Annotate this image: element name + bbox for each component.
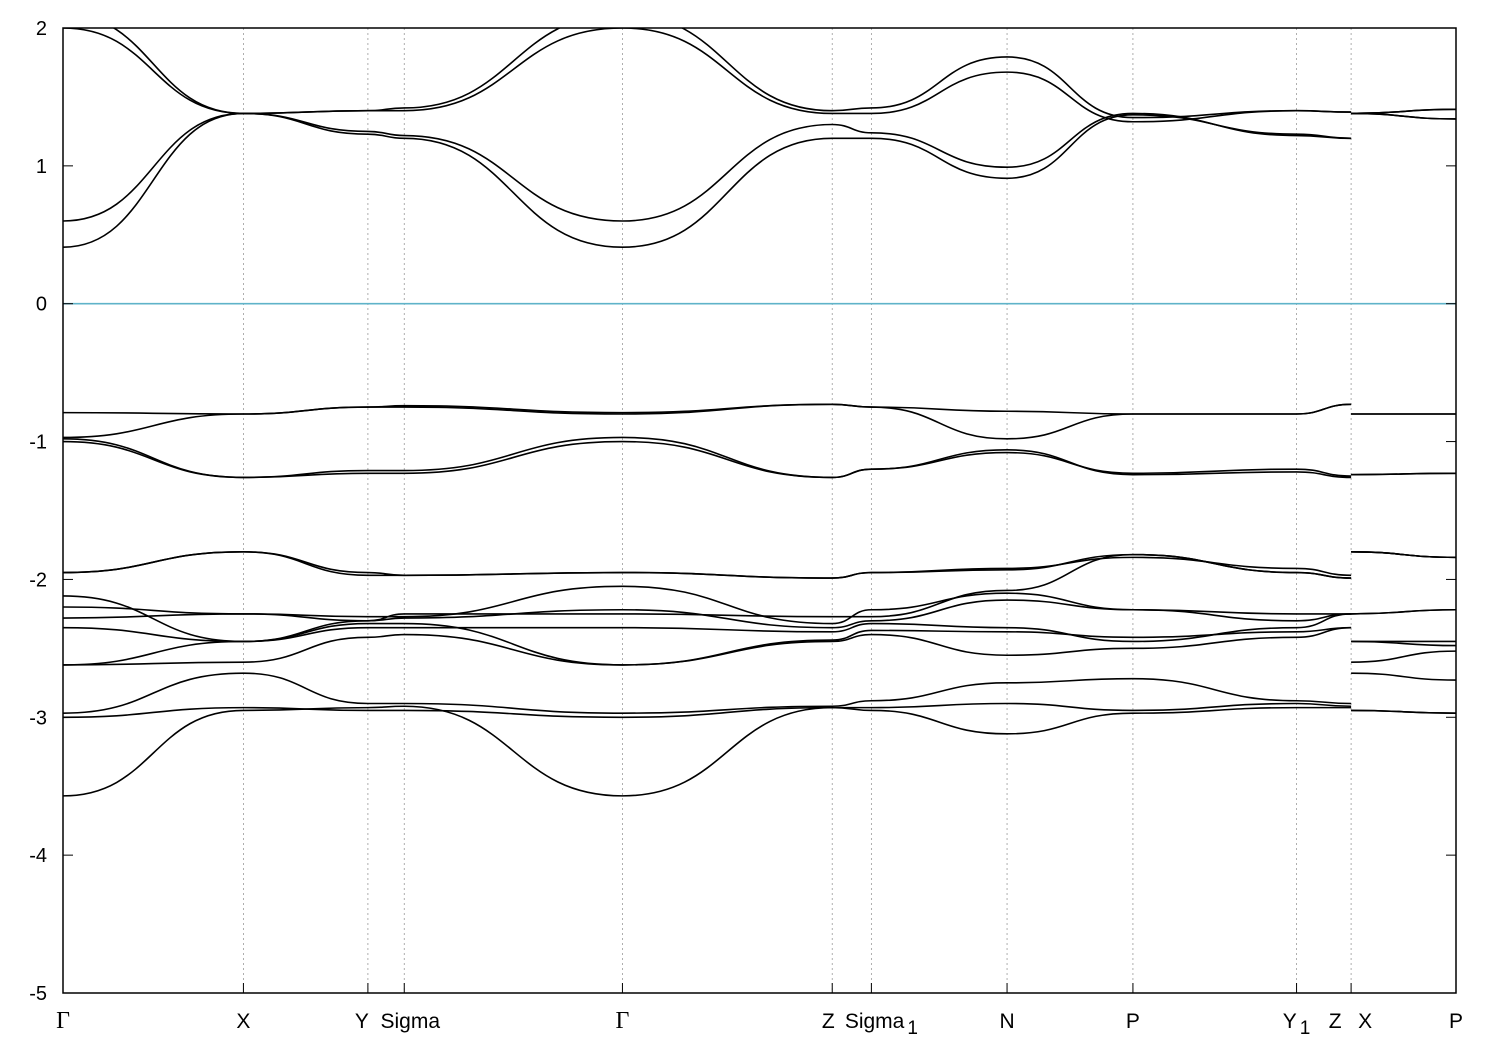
kpoint-label-6: Sigma 1 — [845, 1010, 918, 1039]
band-line-14 — [63, 403, 1456, 440]
plot-frame — [62, 27, 1457, 994]
kpoint-label-0: Γ — [56, 1008, 70, 1034]
band-line-15 — [63, 403, 1456, 415]
band-line-12 — [63, 440, 1456, 479]
kpoint-label-12: P — [1449, 1010, 1463, 1033]
y-axis-ticks: -5 -4 -3 -2 -1 0 1 2 — [29, 18, 1456, 1005]
y-tick-label-6: 1 — [36, 156, 47, 178]
kpoint-label-2: Y — [355, 1010, 369, 1033]
band-line-3 — [63, 672, 1456, 714]
y-tick-label-5: 0 — [36, 294, 47, 316]
kpoint-grid-lines — [243, 28, 1352, 993]
y-tick-label-3: -2 — [29, 569, 47, 591]
kpoint-label-1: X — [236, 1010, 250, 1033]
band-line-2 — [63, 702, 1456, 719]
band-line-8 — [63, 585, 1456, 625]
kpoint-label-5: Z — [822, 1010, 835, 1033]
band-line-4 — [63, 626, 1456, 666]
x-axis-kpoint-labels: Γ X Y Sigma Γ Z Sigma 1 N P Y 1 Z X P — [56, 983, 1463, 1039]
kpoint-label-4: Γ — [616, 1008, 630, 1034]
band-line-16 — [63, 112, 1456, 248]
kpoint-label-8: P — [1126, 1010, 1140, 1033]
y-tick-label-7: 2 — [36, 18, 47, 40]
band-line-6 — [63, 613, 1456, 643]
band-line-17 — [63, 112, 1456, 222]
kpoint-label-7: N — [999, 1010, 1014, 1033]
y-tick-label-1: -4 — [29, 845, 47, 867]
band-line-11 — [63, 551, 1456, 579]
band-line-9 — [63, 551, 1456, 643]
band-line-1 — [63, 705, 1456, 797]
y-tick-label-4: -1 — [29, 432, 47, 454]
kpoint-label-3: Sigma — [380, 1010, 440, 1033]
band-line-19 — [112, 28, 1456, 119]
band-line-18 — [63, 28, 1456, 123]
band-line-13 — [63, 436, 1456, 479]
kpoint-label-10: Z — [1329, 1010, 1342, 1033]
y-tick-label-2: -3 — [29, 707, 47, 729]
band-line-10 — [63, 551, 1456, 579]
y-tick-label-0: -5 — [29, 983, 47, 1005]
kpoint-label-11: X — [1358, 1010, 1372, 1033]
band-lines — [63, 28, 1456, 797]
